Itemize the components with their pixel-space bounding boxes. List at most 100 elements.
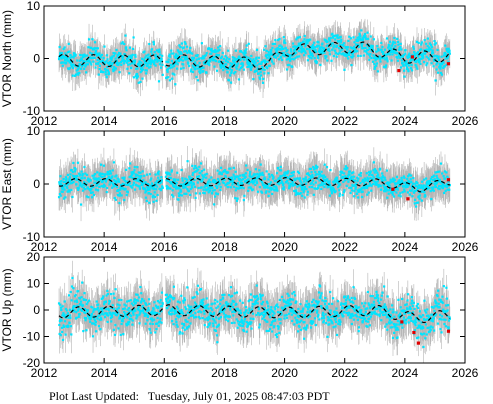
data-point bbox=[349, 37, 353, 40]
data-point bbox=[417, 55, 420, 58]
data-point bbox=[420, 43, 423, 46]
data-point bbox=[156, 185, 159, 188]
data-point bbox=[104, 70, 107, 74]
data-point bbox=[212, 180, 215, 184]
data-point bbox=[308, 50, 311, 53]
data-point bbox=[155, 199, 158, 202]
data-point bbox=[399, 45, 402, 49]
data-point bbox=[193, 178, 196, 182]
data-point bbox=[230, 176, 233, 179]
data-point bbox=[169, 173, 172, 176]
data-point bbox=[102, 185, 105, 188]
data-point bbox=[281, 58, 284, 62]
data-point bbox=[177, 54, 180, 58]
data-point bbox=[287, 170, 290, 173]
data-point bbox=[174, 59, 177, 63]
data-point bbox=[427, 49, 430, 53]
data-point bbox=[146, 62, 149, 65]
data-point bbox=[155, 49, 159, 52]
data-point bbox=[354, 50, 357, 53]
data-point bbox=[271, 187, 274, 190]
data-point bbox=[202, 69, 205, 73]
data-point bbox=[208, 64, 211, 67]
data-point bbox=[319, 48, 322, 51]
data-point bbox=[115, 185, 119, 189]
data-point bbox=[253, 180, 256, 183]
data-point bbox=[434, 42, 437, 45]
data-point bbox=[73, 64, 76, 67]
data-point bbox=[149, 192, 152, 196]
data-point bbox=[217, 46, 220, 49]
data-point bbox=[199, 68, 202, 71]
data-point bbox=[203, 173, 207, 176]
data-point bbox=[81, 54, 84, 57]
data-point bbox=[158, 63, 161, 66]
data-point bbox=[241, 57, 244, 60]
data-point bbox=[268, 175, 271, 178]
data-point bbox=[154, 64, 157, 67]
data-point bbox=[109, 56, 113, 59]
data-point bbox=[144, 69, 147, 72]
data-point bbox=[205, 52, 208, 55]
data-point bbox=[289, 58, 292, 61]
data-point bbox=[198, 66, 201, 69]
data-point bbox=[400, 48, 403, 51]
data-point bbox=[121, 55, 125, 59]
data-point bbox=[176, 171, 179, 174]
data-point bbox=[286, 171, 289, 174]
data-point bbox=[271, 46, 274, 49]
data-point bbox=[410, 57, 413, 60]
data-point bbox=[194, 196, 197, 199]
data-point bbox=[141, 57, 144, 60]
data-point bbox=[226, 60, 229, 64]
data-point bbox=[184, 42, 187, 45]
data-point bbox=[72, 175, 75, 178]
data-point bbox=[443, 65, 446, 68]
data-point bbox=[189, 46, 192, 50]
data-point bbox=[81, 173, 84, 176]
data-point bbox=[116, 193, 119, 197]
data-point bbox=[421, 55, 425, 58]
data-point bbox=[89, 191, 93, 194]
data-point bbox=[120, 194, 123, 197]
data-point bbox=[77, 73, 80, 76]
data-point bbox=[164, 175, 167, 178]
data-point bbox=[393, 41, 397, 44]
data-point bbox=[152, 194, 155, 197]
data-point bbox=[118, 192, 121, 195]
data-point bbox=[210, 57, 213, 61]
data-point bbox=[63, 61, 66, 64]
data-point bbox=[183, 192, 186, 195]
data-point bbox=[433, 59, 436, 62]
data-point bbox=[370, 57, 373, 60]
data-point bbox=[328, 37, 331, 40]
data-point bbox=[427, 57, 430, 60]
data-point bbox=[205, 172, 208, 176]
data-point bbox=[404, 52, 407, 55]
data-point bbox=[92, 177, 95, 180]
data-point bbox=[130, 175, 133, 179]
data-point bbox=[100, 172, 103, 175]
data-point bbox=[281, 184, 285, 187]
data-point bbox=[372, 54, 375, 57]
data-point bbox=[433, 43, 436, 46]
data-point bbox=[357, 45, 361, 49]
data-point bbox=[199, 162, 203, 165]
data-point bbox=[95, 47, 98, 50]
data-point bbox=[116, 55, 119, 58]
data-point bbox=[71, 181, 74, 185]
data-point bbox=[245, 48, 248, 51]
data-point bbox=[417, 41, 420, 45]
data-point bbox=[122, 58, 125, 62]
data-point bbox=[406, 56, 409, 59]
data-point bbox=[200, 186, 203, 189]
data-point bbox=[148, 201, 151, 204]
data-point bbox=[434, 79, 437, 82]
data-point bbox=[345, 55, 349, 58]
data-point bbox=[62, 47, 65, 51]
data-point bbox=[309, 167, 313, 170]
data-point bbox=[155, 56, 158, 59]
data-point bbox=[384, 66, 387, 69]
data-point bbox=[98, 52, 101, 55]
data-point bbox=[352, 50, 355, 54]
